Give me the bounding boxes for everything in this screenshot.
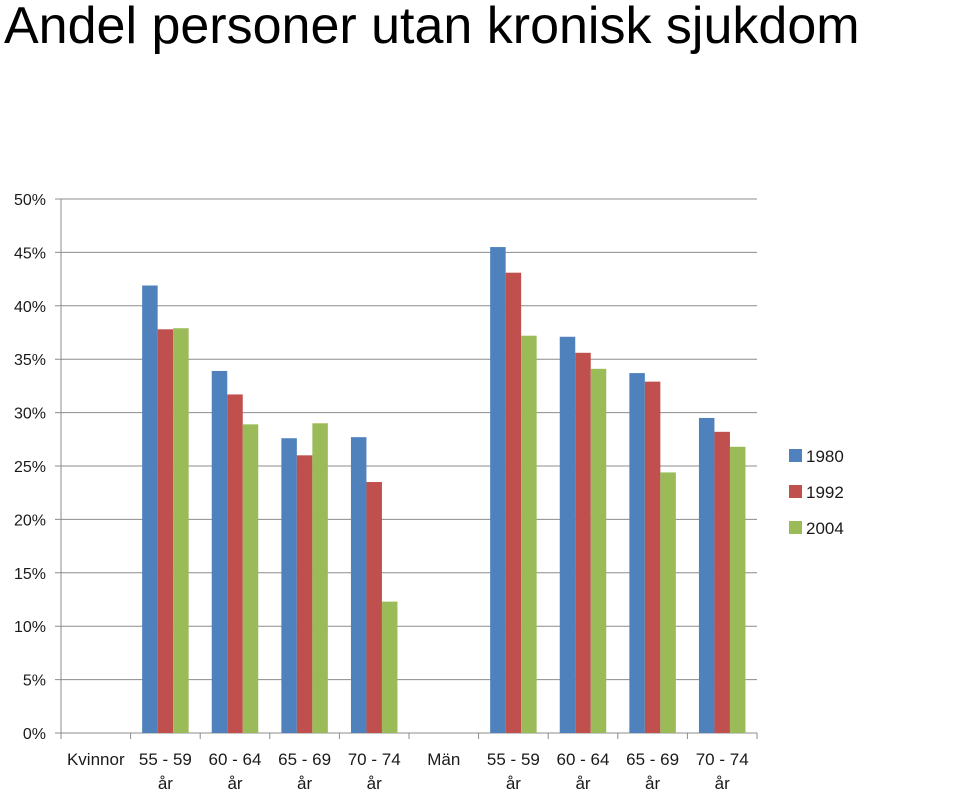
y-tick-label: 50%: [14, 192, 46, 209]
y-tick-label: 40%: [14, 299, 46, 316]
bar-1980: [559, 336, 576, 733]
x-tick-label: 65 - 69: [626, 750, 679, 769]
y-tick-label: 15%: [14, 566, 46, 583]
x-tick-label: 60 - 64: [557, 750, 610, 769]
bar-2004: [660, 472, 676, 733]
x-tick-label: 55 - 59: [487, 750, 540, 769]
x-tick-label: 70 - 74: [348, 750, 401, 769]
bar-1992: [575, 352, 591, 733]
y-tick-label: 5%: [23, 673, 46, 690]
bar-1992: [644, 381, 661, 733]
bar-1992: [227, 394, 243, 733]
bar-1980: [211, 370, 228, 733]
x-tick-label: år: [227, 774, 242, 792]
x-tick-label: år: [158, 774, 173, 792]
bar-1992: [366, 482, 382, 733]
x-tick-label: 55 - 59: [139, 750, 192, 769]
bar-1992: [157, 329, 174, 733]
bar-1980: [629, 373, 645, 733]
y-tick-label: 30%: [14, 406, 46, 423]
y-tick-label: 0%: [23, 726, 46, 743]
x-axis: Kvinnor 55 - 59 år 60 - 64 år 65 - 69 år 70 - 7…: [60, 733, 758, 792]
bar-1992: [296, 455, 313, 733]
x-tick-label: Män: [427, 750, 460, 769]
x-tick-label: år: [506, 774, 521, 792]
bar-2004: [242, 424, 259, 733]
bar-1980: [698, 417, 715, 733]
legend-swatch-1992: [789, 485, 802, 498]
bar-2004: [173, 328, 189, 733]
bar-1992: [505, 272, 522, 733]
x-tick-label: år: [645, 774, 660, 792]
bar-2004: [590, 368, 607, 733]
y-tick-label: 20%: [14, 512, 46, 529]
x-tick-label: Kvinnor: [67, 750, 125, 769]
legend-label: 1980: [806, 447, 844, 466]
legend: 1980 1992 2004: [789, 447, 844, 538]
bars: [142, 247, 746, 733]
bar-1980: [281, 438, 297, 733]
y-tick-label: 35%: [14, 352, 46, 369]
x-tick-label: år: [297, 774, 312, 792]
y-tick-label: 25%: [14, 459, 46, 476]
y-tick-label: 45%: [14, 245, 46, 262]
y-axis: 0% 5% 10% 15% 20% 25% 30% 35% 40% 45% 50%: [14, 192, 62, 743]
y-tick-label: 10%: [14, 619, 46, 636]
x-tick-label: år: [715, 774, 730, 792]
chart-title: Andel personer utan kronisk sjukdom: [4, 0, 860, 55]
legend-label: 2004: [806, 519, 844, 538]
bar-2004: [521, 335, 537, 733]
x-tick-label: 65 - 69: [278, 750, 331, 769]
legend-label: 1992: [806, 483, 844, 502]
bar-1992: [714, 431, 730, 733]
x-tick-label: år: [367, 774, 382, 792]
x-tick-label: 60 - 64: [209, 750, 262, 769]
legend-swatch-2004: [789, 521, 802, 534]
bar-1980: [350, 437, 367, 733]
bar-2004: [312, 423, 328, 733]
bar-1980: [490, 247, 506, 733]
legend-swatch-1980: [789, 449, 802, 462]
x-tick-label: år: [575, 774, 590, 792]
bar-1980: [142, 285, 158, 733]
bar-2004: [729, 446, 746, 733]
bar-2004: [381, 601, 398, 733]
x-tick-label: 70 - 74: [696, 750, 749, 769]
